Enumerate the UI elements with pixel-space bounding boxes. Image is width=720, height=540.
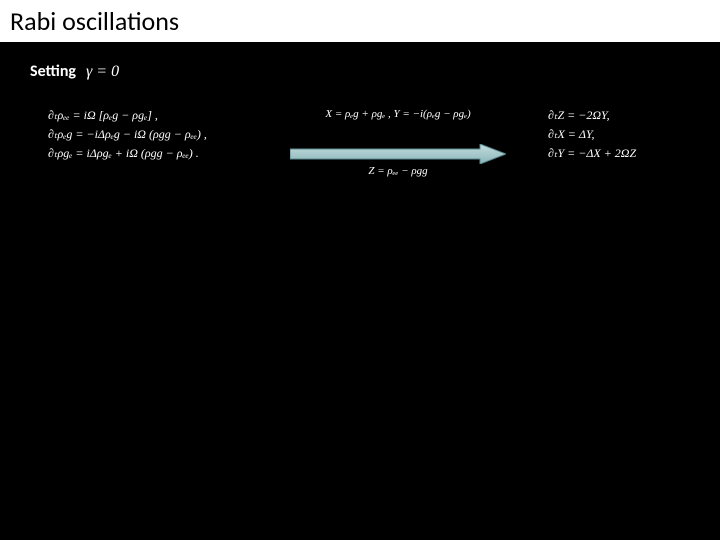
equations-right: ∂ₜZ = −2ΩY, ∂ₜX = ΔY, ∂ₜY = −ΔX + 2ΩZ [548, 106, 636, 164]
eq-right-2: ∂ₜX = ΔY, [548, 125, 636, 144]
equations-mid: X = ρₑg + ρgₑ , Y = −i(ρₑg − ρgₑ) Z = ρₑ… [298, 106, 498, 179]
eq-left-2: ∂ₜρₑg = −iΔρₑg − iΩ (ρgg − ρₑₑ) , [48, 125, 207, 144]
equations-left: ∂ₜρₑₑ = iΩ [ρₑg − ρgₑ] , ∂ₜρₑg = −iΔρₑg … [48, 106, 207, 164]
eq-left-3: ∂ₜρgₑ = iΔρgₑ + iΩ (ρgg − ρₑₑ) . [48, 144, 207, 163]
slide-title: Rabi oscillations [10, 5, 179, 37]
setting-equation: γ = 0 [86, 63, 119, 81]
eq-right-3: ∂ₜY = −ΔX + 2ΩZ [548, 144, 636, 163]
setting-label: Setting [30, 62, 76, 81]
eq-mid-1: X = ρₑg + ρgₑ , Y = −i(ρₑg − ρgₑ) [298, 106, 498, 123]
eq-right-1: ∂ₜZ = −2ΩY, [548, 106, 636, 125]
arrow-icon [290, 144, 506, 164]
eq-mid-2: Z = ρₑₑ − ρgg [298, 163, 498, 180]
title-bar: Rabi oscillations [0, 0, 720, 44]
setting-line: Setting γ = 0 [30, 62, 119, 81]
transform-arrow [290, 144, 506, 164]
eq-left-1: ∂ₜρₑₑ = iΩ [ρₑg − ρgₑ] , [48, 106, 207, 125]
